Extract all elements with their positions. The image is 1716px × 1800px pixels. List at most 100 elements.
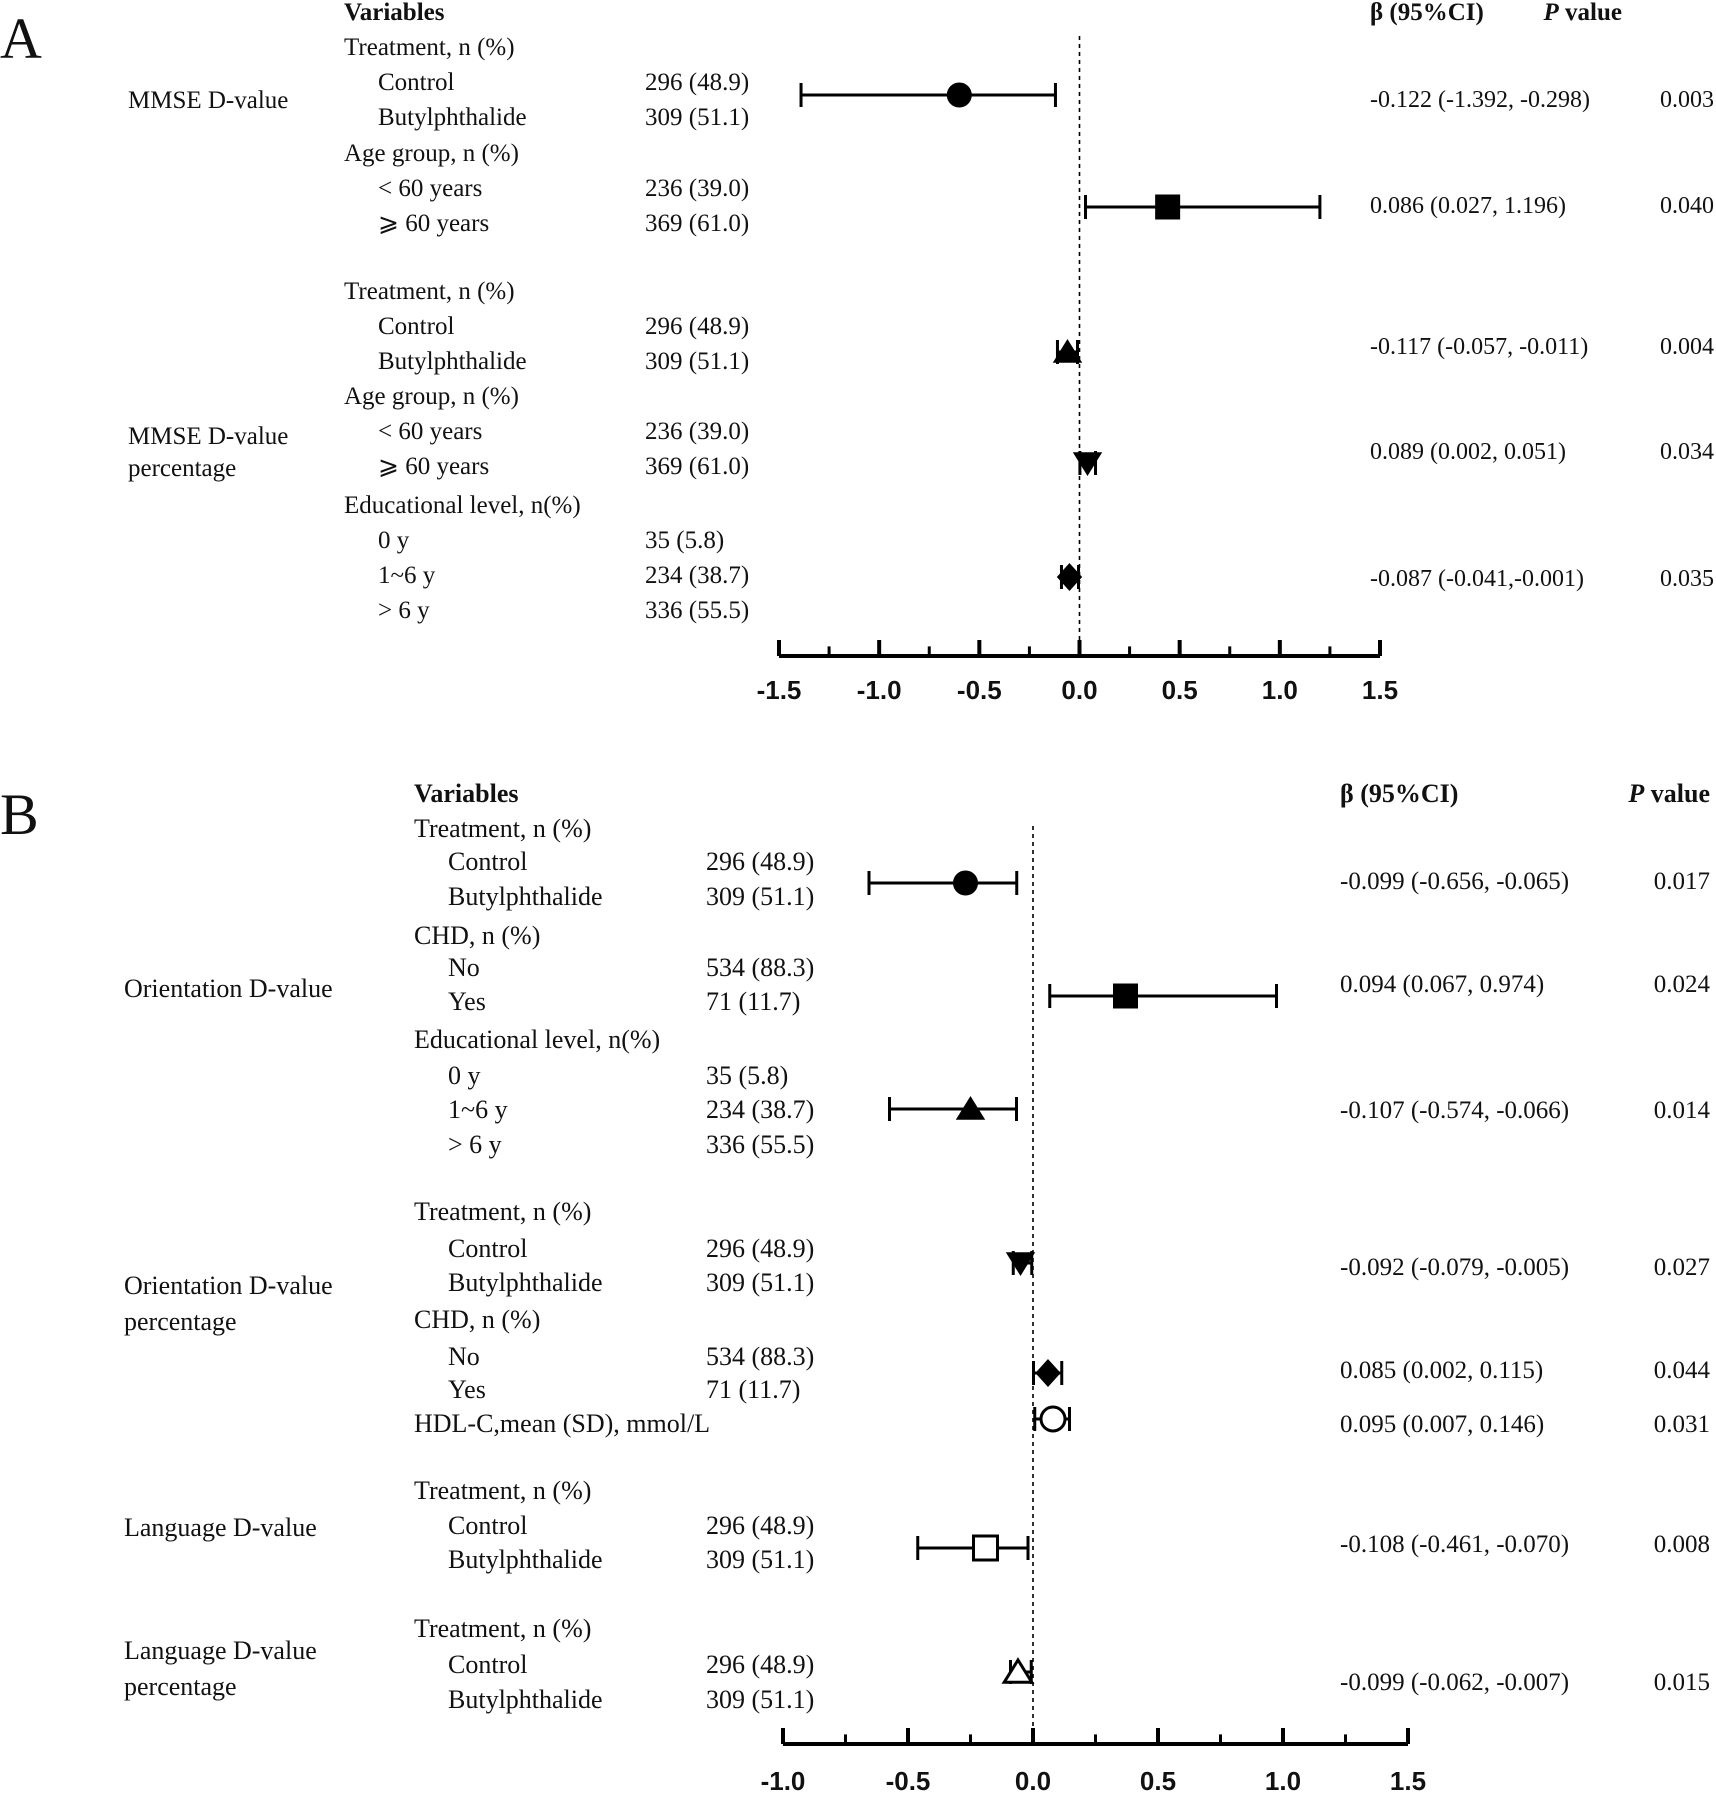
variable-label: Treatment, n (%) bbox=[414, 1197, 591, 1226]
estimate-8 bbox=[1001, 1657, 1035, 1684]
x-tick-label: 1.5 bbox=[1362, 675, 1398, 705]
n-percent: 71 (11.7) bbox=[706, 1375, 800, 1404]
n-percent: 369 (61.0) bbox=[645, 453, 749, 480]
triangle-down-marker bbox=[1005, 1252, 1036, 1276]
n-percent: 309 (51.1) bbox=[706, 1685, 814, 1714]
triangle-marker bbox=[1052, 339, 1083, 363]
n-percent: 236 (39.0) bbox=[645, 175, 749, 202]
outcome-label: MMSE D-value bbox=[128, 423, 288, 450]
panel-a: A Variables β (95%CI) P value MMSE D-value MM… bbox=[0, 0, 1714, 705]
beta-ci-value: -0.087 (-0.041,-0.001) bbox=[1370, 566, 1584, 592]
beta-ci-value: 0.094 (0.067, 0.974) bbox=[1340, 971, 1544, 998]
estimate-3 bbox=[1052, 339, 1083, 364]
outcome-label: MMSE D-value bbox=[128, 87, 288, 114]
p-value: 0.024 bbox=[1654, 971, 1711, 998]
estimate-1 bbox=[799, 82, 1057, 108]
beta-ci-value: 0.086 (0.027, 1.196) bbox=[1370, 193, 1566, 219]
beta-ci-value: -0.108 (-0.461, -0.070) bbox=[1340, 1531, 1569, 1558]
square-marker bbox=[972, 1534, 999, 1562]
n-percent: 35 (5.8) bbox=[645, 527, 724, 554]
outcome-label: percentage bbox=[124, 1307, 237, 1336]
n-percent: 35 (5.8) bbox=[706, 1061, 788, 1090]
p-value: 0.040 bbox=[1660, 193, 1714, 219]
n-percent: 309 (51.1) bbox=[706, 1545, 814, 1574]
variable-label: Control bbox=[378, 69, 454, 96]
variables-header: Variables bbox=[344, 0, 445, 26]
variable-label: Educational level, n(%) bbox=[414, 1025, 660, 1054]
variable-label: Control bbox=[448, 1650, 527, 1679]
n-percent: 296 (48.9) bbox=[706, 1650, 814, 1679]
x-tick-label: -1.5 bbox=[757, 675, 802, 705]
variable-label: No bbox=[448, 953, 480, 982]
variable-label: Control bbox=[448, 1511, 527, 1540]
variable-label: Butylphthalide bbox=[378, 104, 527, 131]
x-tick-label: 1.0 bbox=[1262, 675, 1298, 705]
variable-label: Butylphthalide bbox=[448, 1268, 603, 1297]
beta-ci-value: -0.092 (-0.079, -0.005) bbox=[1340, 1254, 1569, 1281]
panel-b: B Variables β (95%CI) P value Orientation D-… bbox=[0, 779, 1711, 1796]
n-percent: 369 (61.0) bbox=[645, 210, 749, 237]
p-value: 0.035 bbox=[1660, 566, 1714, 592]
outcome-label: percentage bbox=[128, 455, 236, 482]
variable-label: Control bbox=[448, 847, 527, 876]
estimate-1 bbox=[867, 870, 1019, 896]
variable-label: Treatment, n (%) bbox=[344, 278, 515, 305]
n-percent: 296 (48.9) bbox=[645, 313, 749, 340]
variable-label: Control bbox=[448, 1234, 527, 1263]
x-tick-label: 0.5 bbox=[1162, 675, 1198, 705]
variable-label: Treatment, n (%) bbox=[414, 1614, 591, 1643]
variables-header: Variables bbox=[414, 779, 519, 808]
estimate-2 bbox=[1048, 983, 1278, 1009]
x-tick-label: -0.5 bbox=[957, 675, 1002, 705]
beta-ci-value: -0.117 (-0.057, -0.011) bbox=[1370, 334, 1588, 360]
beta-ci-value: 0.095 (0.007, 0.146) bbox=[1340, 1411, 1544, 1438]
variable-label: Butylphthalide bbox=[448, 1545, 603, 1574]
variable-label: < 60 years bbox=[378, 175, 482, 202]
outcome-label: Orientation D-value bbox=[124, 1271, 333, 1300]
x-tick-label: 0.0 bbox=[1061, 675, 1097, 705]
beta-ci-value: -0.099 (-0.656, -0.065) bbox=[1340, 868, 1569, 895]
variable-label: Yes bbox=[448, 987, 486, 1016]
outcome-label: Language D-value bbox=[124, 1513, 317, 1542]
n-percent: 296 (48.9) bbox=[706, 847, 814, 876]
n-percent: 296 (48.9) bbox=[706, 1234, 814, 1263]
estimate-4 bbox=[1072, 451, 1103, 476]
estimate-6 bbox=[1033, 1405, 1071, 1433]
p-value: 0.004 bbox=[1660, 334, 1714, 360]
estimate-2 bbox=[1084, 194, 1322, 220]
p-value: 0.044 bbox=[1654, 1357, 1711, 1384]
outcome-label: Language D-value bbox=[124, 1636, 317, 1665]
p-value: 0.014 bbox=[1654, 1097, 1711, 1124]
variable-label: Age group, n (%) bbox=[344, 140, 519, 167]
estimate-3 bbox=[888, 1096, 1018, 1121]
n-percent: 309 (51.1) bbox=[645, 348, 749, 375]
variable-label: Educational level, n(%) bbox=[344, 492, 581, 519]
variable-label: < 60 years bbox=[378, 418, 482, 445]
panel-label: A bbox=[0, 6, 42, 71]
estimate-5 bbox=[1056, 563, 1083, 591]
p-value: 0.034 bbox=[1660, 439, 1714, 465]
x-tick-label: -1.0 bbox=[857, 675, 902, 705]
beta-ci-value: 0.089 (0.002, 0.051) bbox=[1370, 439, 1566, 465]
n-percent: 234 (38.7) bbox=[706, 1095, 814, 1124]
outcome-label: percentage bbox=[124, 1672, 237, 1701]
beta-ci-header: β (95%CI) bbox=[1370, 0, 1484, 26]
n-percent: 336 (55.5) bbox=[706, 1130, 814, 1159]
p-value: 0.027 bbox=[1654, 1254, 1710, 1281]
variable-label: > 6 y bbox=[378, 597, 430, 624]
n-percent: 296 (48.9) bbox=[706, 1511, 814, 1540]
beta-ci-value: -0.122 (-1.392, -0.298) bbox=[1370, 87, 1590, 113]
beta-ci-value: 0.085 (0.002, 0.115) bbox=[1340, 1357, 1543, 1384]
triangle-marker bbox=[1001, 1657, 1035, 1684]
p-value: 0.015 bbox=[1654, 1669, 1710, 1696]
estimate-4 bbox=[1005, 1251, 1036, 1276]
estimate-7 bbox=[916, 1534, 1030, 1562]
variable-label: HDL-C,mean (SD), mmol/L bbox=[414, 1409, 710, 1438]
variable-label: Treatment, n (%) bbox=[344, 34, 515, 61]
variable-label: Control bbox=[378, 313, 454, 340]
circle-marker bbox=[953, 870, 978, 896]
beta-ci-value: -0.107 (-0.574, -0.066) bbox=[1340, 1097, 1569, 1124]
outcome-label: Orientation D-value bbox=[124, 974, 333, 1003]
p-value: 0.017 bbox=[1654, 868, 1710, 895]
